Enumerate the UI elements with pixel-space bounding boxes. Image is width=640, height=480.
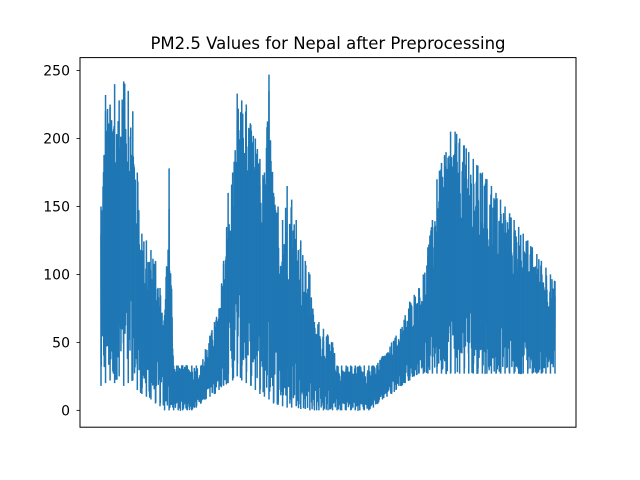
y-axis: 0 50 100 150 200 250 bbox=[43, 64, 80, 419]
y-tick-label: 150 bbox=[43, 199, 70, 215]
y-tick-label: 0 bbox=[61, 403, 70, 419]
plot-frame bbox=[79, 57, 577, 428]
y-tick-label: 100 bbox=[43, 267, 70, 283]
chart-title: PM2.5 Values for Nepal after Preprocessi… bbox=[150, 34, 505, 53]
y-tick-label: 250 bbox=[43, 64, 70, 80]
y-tick-label: 50 bbox=[52, 335, 70, 351]
y-tick-label: 200 bbox=[43, 131, 70, 147]
series-layer bbox=[100, 74, 556, 412]
